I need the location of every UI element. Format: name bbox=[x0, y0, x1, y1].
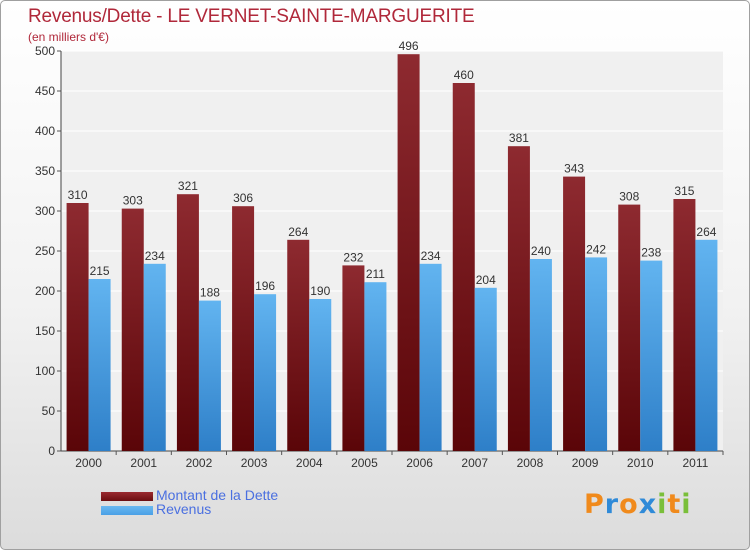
y-tick-label: 350 bbox=[35, 164, 55, 178]
logo-letter: o bbox=[619, 489, 639, 520]
y-tick-label: 500 bbox=[35, 44, 55, 58]
x-tick-label: 2001 bbox=[130, 456, 157, 470]
data-label-revenus: 211 bbox=[366, 267, 385, 281]
y-tick-label: 450 bbox=[35, 84, 55, 98]
legend-swatch-revenus bbox=[101, 506, 153, 515]
logo-letter: t bbox=[667, 489, 682, 520]
x-tick-label: 2004 bbox=[296, 456, 323, 470]
data-label-revenus: 188 bbox=[200, 286, 220, 300]
bar-dette bbox=[673, 199, 696, 451]
legend-label-dette: Montant de la Dette bbox=[156, 487, 279, 503]
bar-dette bbox=[232, 206, 255, 451]
y-tick-label: 250 bbox=[35, 244, 55, 258]
x-tick-label: 2000 bbox=[75, 456, 102, 470]
chart-subtitle: (en milliers d'€) bbox=[28, 30, 109, 44]
x-tick-label: 2005 bbox=[351, 456, 378, 470]
proxiti-logo: Proxiti bbox=[584, 489, 692, 520]
bar-revenus bbox=[640, 260, 663, 451]
bar-revenus bbox=[309, 299, 332, 451]
data-label-revenus: 240 bbox=[531, 244, 551, 258]
data-label-dette: 232 bbox=[343, 250, 363, 264]
x-tick-label: 2011 bbox=[683, 456, 709, 470]
bar-dette bbox=[452, 83, 475, 451]
data-label-dette: 306 bbox=[233, 191, 253, 205]
bar-revenus bbox=[419, 263, 442, 451]
data-label-dette: 310 bbox=[68, 188, 88, 202]
data-label-dette: 460 bbox=[454, 68, 474, 82]
x-tick-label: 2002 bbox=[186, 456, 213, 470]
data-label-revenus: 204 bbox=[476, 273, 496, 287]
x-tick-label: 2008 bbox=[517, 456, 544, 470]
bar-dette bbox=[287, 239, 310, 451]
data-label-revenus: 196 bbox=[255, 279, 275, 293]
bar-revenus bbox=[474, 287, 497, 451]
bar-dette bbox=[342, 265, 365, 451]
y-tick-label: 400 bbox=[35, 124, 55, 138]
y-tick-label: 0 bbox=[48, 444, 55, 458]
bar-revenus bbox=[529, 259, 552, 451]
x-tick-label: 2003 bbox=[241, 456, 268, 470]
bar-revenus bbox=[143, 263, 166, 451]
chart-title: Revenus/Dette - LE VERNET-SAINTE-MARGUER… bbox=[28, 6, 475, 27]
data-label-dette: 496 bbox=[399, 39, 419, 53]
bar-revenus bbox=[585, 257, 608, 451]
x-tick-label: 2007 bbox=[461, 456, 488, 470]
y-tick-label: 200 bbox=[35, 284, 55, 298]
bar-revenus bbox=[198, 300, 221, 451]
data-label-dette: 315 bbox=[674, 184, 694, 198]
data-label-dette: 303 bbox=[123, 194, 143, 208]
data-label-revenus: 234 bbox=[145, 249, 165, 263]
y-tick-label: 150 bbox=[35, 324, 55, 338]
logo-letter: P bbox=[584, 489, 605, 520]
data-label-revenus: 234 bbox=[421, 249, 441, 263]
data-label-dette: 308 bbox=[619, 190, 639, 204]
bar-dette bbox=[121, 208, 144, 451]
x-tick-label: 2010 bbox=[627, 456, 654, 470]
bar-dette bbox=[66, 203, 89, 451]
legend-swatch-dette bbox=[101, 492, 153, 501]
y-tick-label: 50 bbox=[42, 404, 56, 418]
logo-letter: x bbox=[638, 489, 658, 520]
logo-letter: r bbox=[604, 489, 620, 520]
bar-revenus bbox=[254, 294, 277, 451]
bar-revenus bbox=[364, 282, 387, 451]
x-tick-label: 2009 bbox=[572, 456, 599, 470]
data-label-revenus: 215 bbox=[90, 264, 110, 278]
y-tick-label: 100 bbox=[35, 364, 55, 378]
data-label-revenus: 264 bbox=[696, 225, 716, 239]
data-label-revenus: 242 bbox=[586, 242, 606, 256]
data-label-dette: 264 bbox=[288, 225, 308, 239]
bar-dette bbox=[507, 146, 530, 451]
bar-revenus bbox=[695, 239, 718, 451]
bar-dette bbox=[563, 176, 586, 451]
logo-letter: i bbox=[657, 489, 668, 520]
y-tick-label: 300 bbox=[35, 204, 55, 218]
bar-dette bbox=[176, 194, 199, 451]
x-tick-label: 2006 bbox=[406, 456, 433, 470]
bar-revenus bbox=[88, 279, 111, 451]
data-label-dette: 343 bbox=[564, 162, 584, 176]
data-label-revenus: 238 bbox=[641, 246, 661, 260]
legend-label-revenus: Revenus bbox=[156, 501, 212, 517]
bar-dette bbox=[397, 54, 420, 451]
data-label-dette: 381 bbox=[509, 131, 529, 145]
bar-dette bbox=[618, 204, 641, 451]
logo-letter: i bbox=[681, 489, 692, 520]
data-label-revenus: 190 bbox=[310, 284, 330, 298]
data-label-dette: 321 bbox=[178, 179, 198, 193]
